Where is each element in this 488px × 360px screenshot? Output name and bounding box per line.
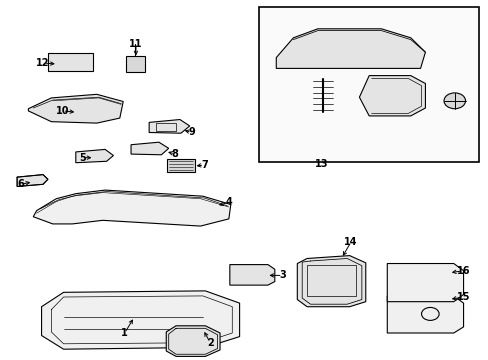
Polygon shape <box>167 159 194 172</box>
Polygon shape <box>76 149 113 163</box>
Text: 12: 12 <box>36 58 50 68</box>
Bar <box>259 7 478 162</box>
Bar <box>306 265 355 296</box>
Text: 10: 10 <box>56 106 69 116</box>
Text: 2: 2 <box>206 338 213 348</box>
Text: 5: 5 <box>79 153 85 163</box>
Polygon shape <box>386 296 463 333</box>
Text: 3: 3 <box>279 270 285 280</box>
Text: 6: 6 <box>17 179 24 189</box>
Bar <box>48 53 93 71</box>
Text: 13: 13 <box>314 159 328 169</box>
Text: 9: 9 <box>188 127 195 138</box>
Circle shape <box>443 93 465 109</box>
Polygon shape <box>359 76 425 116</box>
Polygon shape <box>33 190 230 226</box>
Text: 8: 8 <box>171 149 178 159</box>
Text: 15: 15 <box>456 292 469 302</box>
Text: 14: 14 <box>344 237 357 247</box>
Polygon shape <box>276 29 425 68</box>
Text: 7: 7 <box>201 160 207 170</box>
Polygon shape <box>229 265 274 285</box>
Text: 4: 4 <box>225 197 232 207</box>
Polygon shape <box>17 175 48 186</box>
Polygon shape <box>166 326 220 356</box>
Polygon shape <box>149 120 189 133</box>
Polygon shape <box>131 142 168 155</box>
Polygon shape <box>297 256 365 307</box>
Polygon shape <box>28 94 123 123</box>
Bar <box>126 56 144 72</box>
Text: 16: 16 <box>456 266 469 276</box>
Polygon shape <box>386 264 463 302</box>
Text: 11: 11 <box>129 39 142 49</box>
Text: 1: 1 <box>121 328 128 338</box>
Polygon shape <box>41 291 239 349</box>
Bar <box>156 123 176 131</box>
